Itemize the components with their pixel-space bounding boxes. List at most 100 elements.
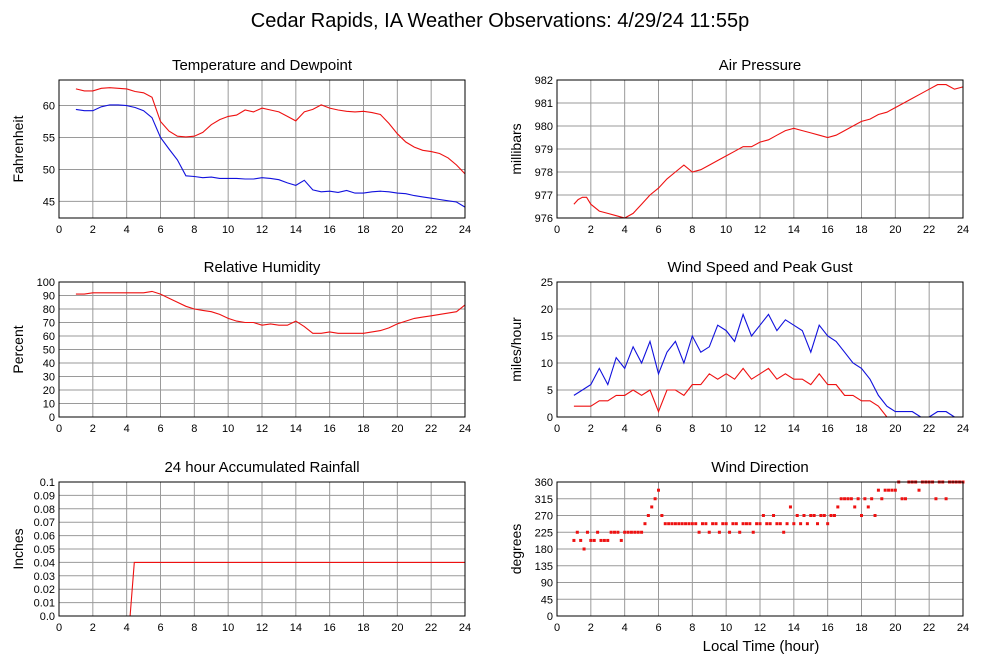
x-tick-label: 14 — [788, 224, 800, 236]
data-point — [592, 538, 596, 542]
x-tick-label: 2 — [588, 423, 594, 435]
y-tick-label: 60 — [43, 331, 55, 343]
data-point — [832, 514, 836, 517]
data-point — [575, 530, 579, 534]
y-tick-label: 0.01 — [34, 598, 55, 610]
y-tick-label: 50 — [43, 164, 55, 176]
x-tick-label: 16 — [822, 423, 834, 435]
x-tick-label: 12 — [256, 423, 268, 435]
data-point — [755, 522, 759, 526]
data-point — [799, 522, 803, 526]
x-tick-label: 24 — [957, 224, 969, 236]
y-tick-label: 982 — [535, 75, 553, 87]
data-point — [572, 538, 576, 542]
data-point — [788, 505, 792, 509]
data-point — [694, 522, 698, 526]
y-axis-label: degrees — [508, 524, 524, 575]
y-tick-label: 30 — [43, 372, 55, 384]
data-point — [772, 514, 776, 517]
data-point — [636, 530, 640, 534]
data-point — [657, 488, 660, 492]
x-tick-label: 20 — [889, 622, 901, 634]
data-point — [795, 514, 799, 517]
x-tick-label: 10 — [222, 224, 234, 236]
y-tick-label: 0 — [547, 611, 553, 623]
y-tick-label: 976 — [535, 213, 553, 225]
data-point — [606, 538, 610, 542]
x-tick-label: 2 — [90, 423, 96, 435]
y-tick-label: 90 — [541, 578, 553, 590]
y-tick-label: 80 — [43, 304, 55, 316]
data-point — [596, 530, 600, 534]
y-tick-label: 977 — [535, 190, 553, 202]
x-tick-label: 18 — [855, 622, 867, 634]
y-tick-label: 50 — [43, 345, 55, 357]
x-tick-label: 2 — [588, 622, 594, 634]
data-point — [697, 530, 701, 534]
data-point — [650, 505, 654, 509]
x-tick-label: 0 — [554, 622, 560, 634]
data-point — [670, 522, 674, 526]
data-point — [738, 530, 742, 534]
data-point — [775, 522, 779, 526]
data-point — [728, 530, 732, 534]
x-tick-label: 4 — [622, 622, 628, 634]
x-tick-label: 6 — [655, 622, 661, 634]
y-axis-label: Fahrenheit — [10, 115, 26, 182]
x-tick-label: 14 — [788, 622, 800, 634]
data-point — [812, 514, 816, 517]
data-point — [684, 522, 688, 526]
data-point — [761, 514, 765, 517]
x-tick-label: 2 — [90, 224, 96, 236]
x-tick-label: 12 — [256, 622, 268, 634]
series-line-red — [573, 367, 888, 418]
data-point — [846, 497, 850, 501]
x-tick-label: 14 — [788, 423, 800, 435]
x-tick-label: 12 — [754, 622, 766, 634]
y-tick-label: 0.06 — [34, 531, 55, 543]
plot-frame — [556, 281, 964, 418]
plot-frame — [556, 79, 964, 219]
data-point — [619, 538, 623, 542]
x-tick-label: 0 — [554, 423, 560, 435]
x-tick-label: 22 — [923, 423, 935, 435]
x-tick-label: 20 — [889, 224, 901, 236]
x-tick-label: 10 — [222, 423, 234, 435]
data-point — [626, 530, 630, 534]
y-tick-label: 10 — [43, 399, 55, 411]
data-point — [768, 522, 772, 526]
y-tick-label: 55 — [43, 133, 55, 145]
y-tick-label: 20 — [541, 304, 553, 316]
data-point — [934, 497, 938, 501]
data-point — [836, 505, 840, 509]
x-tick-label: 20 — [391, 224, 403, 236]
x-tick-label: 20 — [391, 622, 403, 634]
x-tick-label: 10 — [222, 622, 234, 634]
data-point — [751, 530, 755, 534]
x-tick-label: 8 — [191, 423, 197, 435]
y-axis-label: millibars — [508, 123, 524, 174]
y-tick-label: 40 — [43, 358, 55, 370]
data-point — [616, 530, 620, 534]
y-tick-label: 0.02 — [34, 584, 55, 596]
data-point — [585, 530, 589, 534]
figure-title: Cedar Rapids, IA Weather Observations: 4… — [251, 10, 749, 32]
series-line-blue — [573, 312, 955, 418]
x-tick-label: 4 — [124, 224, 130, 236]
x-tick-label: 6 — [157, 622, 163, 634]
data-point — [849, 497, 853, 501]
data-point — [782, 530, 786, 534]
data-point — [883, 488, 887, 492]
y-tick-label: 5 — [547, 385, 553, 397]
x-tick-label: 18 — [855, 423, 867, 435]
data-point — [944, 497, 948, 501]
data-point — [785, 522, 789, 526]
x-tick-label: 24 — [957, 423, 969, 435]
x-tick-label: 16 — [324, 622, 336, 634]
x-tick-label: 0 — [56, 224, 62, 236]
data-point — [792, 522, 796, 526]
